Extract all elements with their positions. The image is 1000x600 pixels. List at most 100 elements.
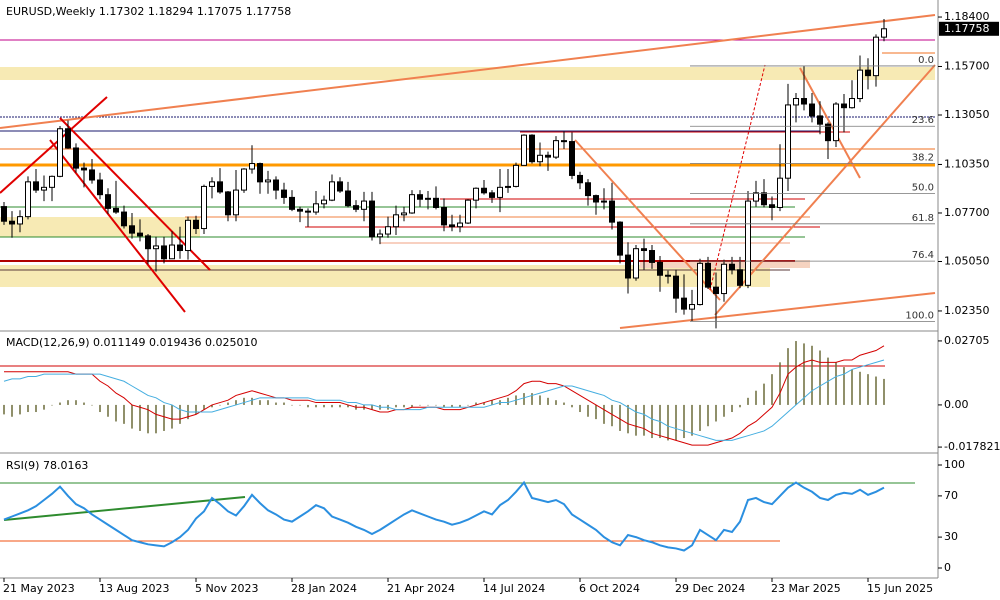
macd-bar [251, 397, 253, 405]
trendline [619, 292, 936, 329]
candle-body [505, 185, 511, 188]
macd-bar [75, 400, 77, 405]
macd-bar [811, 345, 813, 405]
macd-bar [435, 404, 437, 406]
macd-bar [467, 404, 469, 406]
x-tick-label: 29 Dec 2024 [675, 582, 745, 595]
macd-bar [539, 395, 541, 405]
candle-body [409, 194, 415, 214]
candle-body [169, 244, 175, 260]
macd-bar [675, 404, 677, 441]
macd-bar [555, 400, 557, 405]
drawings [0, 14, 936, 542]
macd-bar [819, 350, 821, 405]
y-tick-label: 70 [944, 489, 958, 502]
x-tick-label: 28 Jan 2024 [291, 582, 357, 595]
macd-bar [123, 404, 125, 424]
fib-label: 76.4 [912, 250, 934, 261]
candle-body [529, 134, 535, 163]
candle-body [833, 103, 839, 142]
macd-bar [19, 404, 21, 415]
last-price-box [939, 21, 999, 36]
candle-body [657, 261, 663, 276]
macd-bar [779, 362, 781, 405]
candle-body [9, 220, 15, 225]
candle-body [417, 194, 423, 200]
candle-body [153, 245, 159, 250]
candle-body [177, 244, 183, 252]
candle-body [737, 269, 743, 286]
candle-body [393, 214, 399, 228]
trendline [574, 139, 721, 301]
candle-body [305, 210, 311, 213]
candle-body [225, 191, 231, 216]
macd-bar [763, 383, 765, 405]
candle-body [809, 103, 815, 117]
candle-body [449, 224, 455, 228]
macd-bar [723, 404, 725, 417]
frame [0, 0, 939, 579]
macd-bar [803, 343, 805, 405]
candle-body [537, 154, 543, 163]
candle-body [753, 192, 759, 202]
x-tick-label: 21 May 2023 [3, 582, 75, 595]
candle-body [465, 199, 471, 224]
macd-bar [451, 404, 453, 408]
macd-bar [491, 400, 493, 405]
macd-bar [619, 404, 621, 431]
candle-body [265, 179, 271, 183]
y-tick-label: 30 [944, 530, 958, 543]
candle-body [625, 254, 631, 279]
x-tick-label: 23 Mar 2025 [771, 582, 841, 595]
macd-bar [403, 404, 405, 408]
macd-bar [99, 404, 101, 413]
macd-bar [195, 404, 197, 415]
candle-body [17, 216, 23, 225]
fib-label: 61.8 [912, 213, 934, 224]
macd-title: MACD(12,26,9) 0.011149 0.019436 0.025010 [6, 336, 258, 349]
macd-bar [795, 341, 797, 405]
macd-bar [523, 393, 525, 405]
candle-body [369, 200, 375, 238]
macd-bar [507, 397, 509, 405]
x-tick-label: 6 Oct 2024 [579, 582, 640, 595]
candle-body [81, 167, 87, 171]
candle-body [497, 186, 503, 198]
candle-body [489, 192, 495, 198]
macd-bar [475, 402, 477, 405]
macd-bar [875, 376, 877, 405]
candle-body [777, 177, 783, 208]
macd-bar [731, 404, 733, 413]
candle-body [353, 205, 359, 210]
candle-body [705, 262, 711, 288]
macd-bar [627, 404, 629, 434]
candle-body [257, 163, 263, 183]
macd-bar [283, 402, 285, 405]
y-tick-label: 1.02350 [944, 304, 990, 317]
candle-body [481, 187, 487, 194]
candle-body [609, 200, 615, 223]
y-tick-label: 1.18400 [944, 10, 990, 23]
candle-body [513, 164, 519, 187]
macd-bar [147, 404, 149, 434]
fib-label: 23.6 [912, 115, 934, 126]
trendline [3, 496, 246, 521]
macd-bar [315, 404, 317, 408]
candle-body [441, 206, 447, 226]
macd-bar [635, 404, 637, 436]
macd-bar [699, 404, 701, 431]
macd-bar [203, 404, 205, 410]
candle-body [425, 197, 431, 200]
macd-bar [691, 404, 693, 436]
macd-bar [43, 404, 45, 410]
zone [0, 217, 200, 237]
trendline [49, 139, 186, 313]
macd-bar [299, 404, 301, 406]
macd-bar [91, 404, 93, 406]
y-tick-label: 1.15700 [944, 59, 990, 72]
trendline [799, 67, 861, 179]
macd-bar [547, 397, 549, 405]
candle-body [577, 174, 583, 184]
